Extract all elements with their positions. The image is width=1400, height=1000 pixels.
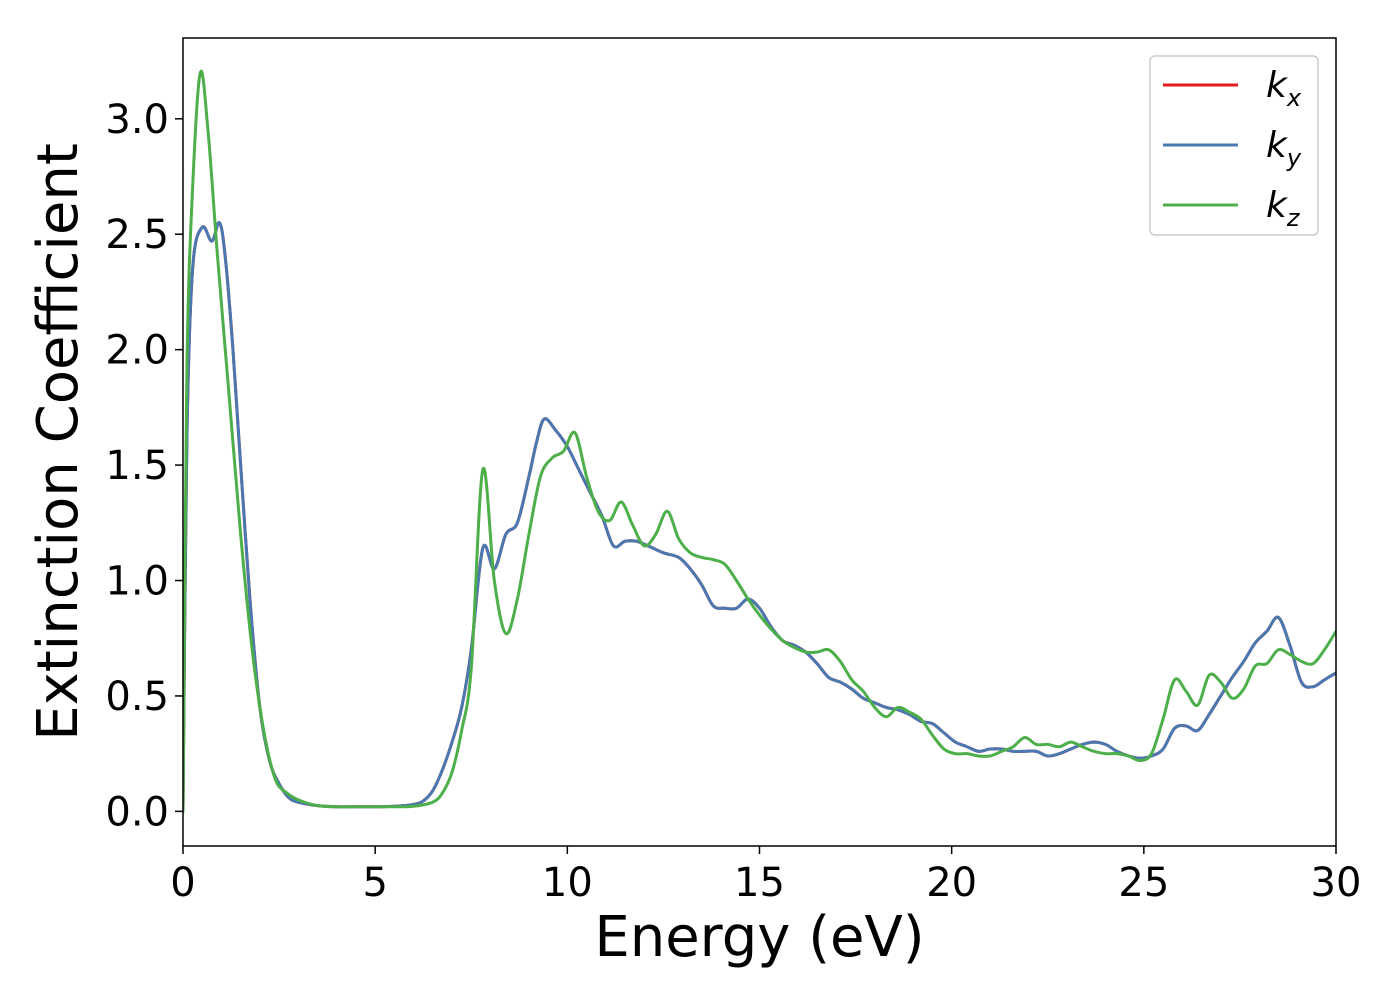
legend-label-main: k [1266,125,1289,166]
y-tick-label: 2.0 [105,328,169,374]
y-tick-label: 0.5 [105,674,169,720]
y-axis-ticks: 0.0 0.5 1.0 1.5 2.0 2.5 3.0 [105,97,183,835]
legend-label-subscript: x [1286,84,1302,112]
y-tick-label: 1.5 [105,443,169,489]
x-tick-label: 25 [1118,860,1169,906]
series-layer [183,69,1336,813]
x-axis-label: Energy (eV) [594,905,924,970]
legend-label-subscript: y [1286,144,1302,172]
x-axis-ticks: 0 5 10 15 20 25 30 [170,846,1361,906]
x-tick-label: 20 [926,860,977,906]
legend-label-kz: kz [1266,185,1301,232]
legend-label-ky: ky [1266,125,1302,172]
x-tick-label: 30 [1311,860,1362,906]
legend-label-kx: kx [1266,65,1302,112]
x-tick-label: 0 [170,860,195,906]
y-axis-label: Extinction Coefficient [26,143,91,741]
y-tick-label: 3.0 [105,97,169,143]
y-tick-label: 0.0 [105,789,169,835]
series-line-kz [183,69,1336,813]
x-tick-label: 10 [542,860,593,906]
x-tick-label: 15 [734,860,785,906]
legend-label-main: k [1266,65,1289,106]
y-tick-label: 1.0 [105,559,169,605]
legend-label-main: k [1266,185,1289,226]
y-tick-label: 2.5 [105,212,169,258]
x-tick-label: 5 [362,860,387,906]
legend-label-subscript: z [1286,204,1301,232]
